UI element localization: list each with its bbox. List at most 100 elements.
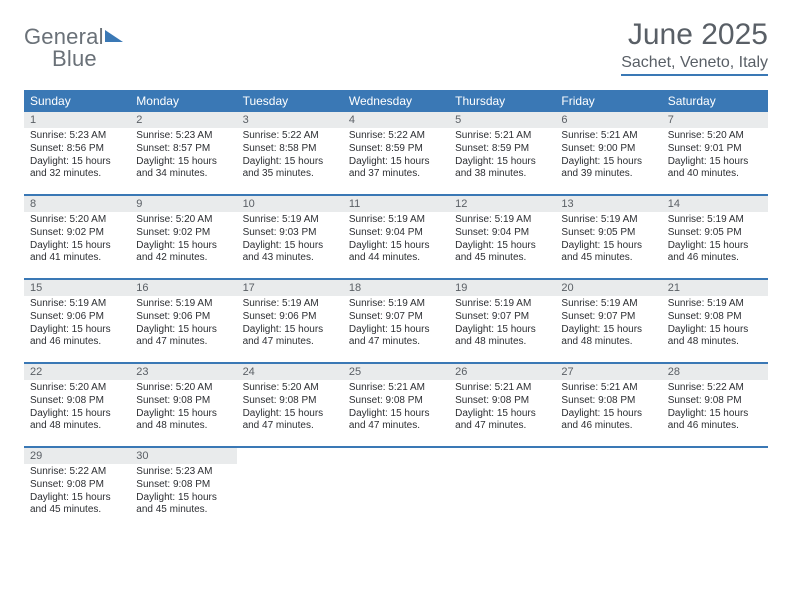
calendar-week: 15Sunrise: 5:19 AMSunset: 9:06 PMDayligh… [24, 280, 768, 364]
calendar-week: 1Sunrise: 5:23 AMSunset: 8:56 PMDaylight… [24, 112, 768, 196]
daylight-line-2: and 47 minutes. [243, 420, 337, 433]
calendar-day-cell: 1Sunrise: 5:23 AMSunset: 8:56 PMDaylight… [24, 112, 130, 194]
calendar-week: 29Sunrise: 5:22 AMSunset: 9:08 PMDayligh… [24, 448, 768, 530]
day-header-cell: Tuesday [237, 90, 343, 112]
sunset-text: Sunset: 9:05 PM [668, 227, 762, 240]
sunrise-text: Sunrise: 5:20 AM [30, 382, 124, 395]
sunset-text: Sunset: 9:08 PM [136, 395, 230, 408]
day-number: 1 [24, 112, 130, 128]
sunset-text: Sunset: 9:06 PM [30, 311, 124, 324]
calendar-day-cell: 6Sunrise: 5:21 AMSunset: 9:00 PMDaylight… [555, 112, 661, 194]
day-number: 13 [555, 196, 661, 212]
daylight-line-1: Daylight: 15 hours [30, 324, 124, 337]
day-info: Sunrise: 5:20 AMSunset: 9:01 PMDaylight:… [662, 128, 768, 185]
sunset-text: Sunset: 9:04 PM [349, 227, 443, 240]
daylight-line-2: and 32 minutes. [30, 168, 124, 181]
daylight-line-2: and 48 minutes. [136, 420, 230, 433]
day-number: 22 [24, 364, 130, 380]
sunset-text: Sunset: 9:08 PM [668, 311, 762, 324]
daylight-line-1: Daylight: 15 hours [243, 408, 337, 421]
daylight-line-2: and 43 minutes. [243, 252, 337, 265]
sunrise-text: Sunrise: 5:23 AM [136, 130, 230, 143]
calendar-week: 22Sunrise: 5:20 AMSunset: 9:08 PMDayligh… [24, 364, 768, 448]
sunset-text: Sunset: 9:00 PM [561, 143, 655, 156]
day-header-cell: Thursday [449, 90, 555, 112]
day-header-cell: Monday [130, 90, 236, 112]
calendar-day-cell: 4Sunrise: 5:22 AMSunset: 8:59 PMDaylight… [343, 112, 449, 194]
logo-text-b: Blue [24, 46, 123, 72]
daylight-line-2: and 39 minutes. [561, 168, 655, 181]
calendar-day-cell: 9Sunrise: 5:20 AMSunset: 9:02 PMDaylight… [130, 196, 236, 278]
day-number: 8 [24, 196, 130, 212]
day-number: 5 [449, 112, 555, 128]
day-info: Sunrise: 5:21 AMSunset: 9:08 PMDaylight:… [555, 380, 661, 437]
day-info: Sunrise: 5:19 AMSunset: 9:08 PMDaylight:… [662, 296, 768, 353]
daylight-line-1: Daylight: 15 hours [30, 408, 124, 421]
daylight-line-1: Daylight: 15 hours [561, 408, 655, 421]
day-info: Sunrise: 5:21 AMSunset: 8:59 PMDaylight:… [449, 128, 555, 185]
sunrise-text: Sunrise: 5:22 AM [668, 382, 762, 395]
day-number: 6 [555, 112, 661, 128]
day-header-cell: Friday [555, 90, 661, 112]
sunrise-text: Sunrise: 5:21 AM [455, 382, 549, 395]
calendar-day-cell: 28Sunrise: 5:22 AMSunset: 9:08 PMDayligh… [662, 364, 768, 446]
day-info: Sunrise: 5:22 AMSunset: 8:59 PMDaylight:… [343, 128, 449, 185]
calendar-day-cell: 27Sunrise: 5:21 AMSunset: 9:08 PMDayligh… [555, 364, 661, 446]
day-info: Sunrise: 5:20 AMSunset: 9:02 PMDaylight:… [130, 212, 236, 269]
sunset-text: Sunset: 9:07 PM [349, 311, 443, 324]
calendar-day-cell: 23Sunrise: 5:20 AMSunset: 9:08 PMDayligh… [130, 364, 236, 446]
daylight-line-2: and 46 minutes. [668, 252, 762, 265]
daylight-line-1: Daylight: 15 hours [243, 324, 337, 337]
calendar-day-cell: 2Sunrise: 5:23 AMSunset: 8:57 PMDaylight… [130, 112, 236, 194]
daylight-line-1: Daylight: 15 hours [30, 156, 124, 169]
day-number: 23 [130, 364, 236, 380]
day-number: 14 [662, 196, 768, 212]
sunrise-text: Sunrise: 5:19 AM [243, 298, 337, 311]
day-number: 24 [237, 364, 343, 380]
day-number: 29 [24, 448, 130, 464]
daylight-line-2: and 46 minutes. [561, 420, 655, 433]
daylight-line-1: Daylight: 15 hours [136, 324, 230, 337]
calendar-empty-cell [343, 448, 449, 530]
daylight-line-2: and 35 minutes. [243, 168, 337, 181]
page-title: June 2025 [621, 18, 768, 52]
calendar-day-header: SundayMondayTuesdayWednesdayThursdayFrid… [24, 90, 768, 112]
day-header-cell: Sunday [24, 90, 130, 112]
day-info: Sunrise: 5:19 AMSunset: 9:05 PMDaylight:… [662, 212, 768, 269]
daylight-line-2: and 45 minutes. [455, 252, 549, 265]
day-number: 20 [555, 280, 661, 296]
calendar-day-cell: 13Sunrise: 5:19 AMSunset: 9:05 PMDayligh… [555, 196, 661, 278]
daylight-line-1: Daylight: 15 hours [349, 156, 443, 169]
sunset-text: Sunset: 9:01 PM [668, 143, 762, 156]
calendar-day-cell: 18Sunrise: 5:19 AMSunset: 9:07 PMDayligh… [343, 280, 449, 362]
day-info: Sunrise: 5:21 AMSunset: 9:08 PMDaylight:… [449, 380, 555, 437]
daylight-line-2: and 46 minutes. [668, 420, 762, 433]
daylight-line-2: and 44 minutes. [349, 252, 443, 265]
day-info: Sunrise: 5:19 AMSunset: 9:07 PMDaylight:… [343, 296, 449, 353]
day-info: Sunrise: 5:20 AMSunset: 9:08 PMDaylight:… [130, 380, 236, 437]
day-header-cell: Wednesday [343, 90, 449, 112]
daylight-line-2: and 48 minutes. [455, 336, 549, 349]
sunrise-text: Sunrise: 5:20 AM [136, 382, 230, 395]
daylight-line-1: Daylight: 15 hours [668, 156, 762, 169]
day-number: 3 [237, 112, 343, 128]
logo: General Blue [24, 18, 123, 72]
sunset-text: Sunset: 9:05 PM [561, 227, 655, 240]
daylight-line-1: Daylight: 15 hours [136, 240, 230, 253]
sunrise-text: Sunrise: 5:22 AM [349, 130, 443, 143]
day-info: Sunrise: 5:19 AMSunset: 9:06 PMDaylight:… [130, 296, 236, 353]
daylight-line-2: and 41 minutes. [30, 252, 124, 265]
title-block: June 2025 Sachet, Veneto, Italy [621, 18, 768, 76]
calendar-day-cell: 5Sunrise: 5:21 AMSunset: 8:59 PMDaylight… [449, 112, 555, 194]
sunrise-text: Sunrise: 5:21 AM [561, 130, 655, 143]
sunset-text: Sunset: 9:08 PM [243, 395, 337, 408]
calendar-day-cell: 19Sunrise: 5:19 AMSunset: 9:07 PMDayligh… [449, 280, 555, 362]
day-info: Sunrise: 5:19 AMSunset: 9:05 PMDaylight:… [555, 212, 661, 269]
sunrise-text: Sunrise: 5:19 AM [455, 214, 549, 227]
sunrise-text: Sunrise: 5:21 AM [561, 382, 655, 395]
day-number: 7 [662, 112, 768, 128]
sunset-text: Sunset: 9:08 PM [561, 395, 655, 408]
calendar-day-cell: 8Sunrise: 5:20 AMSunset: 9:02 PMDaylight… [24, 196, 130, 278]
day-info: Sunrise: 5:23 AMSunset: 8:56 PMDaylight:… [24, 128, 130, 185]
calendar-day-cell: 26Sunrise: 5:21 AMSunset: 9:08 PMDayligh… [449, 364, 555, 446]
